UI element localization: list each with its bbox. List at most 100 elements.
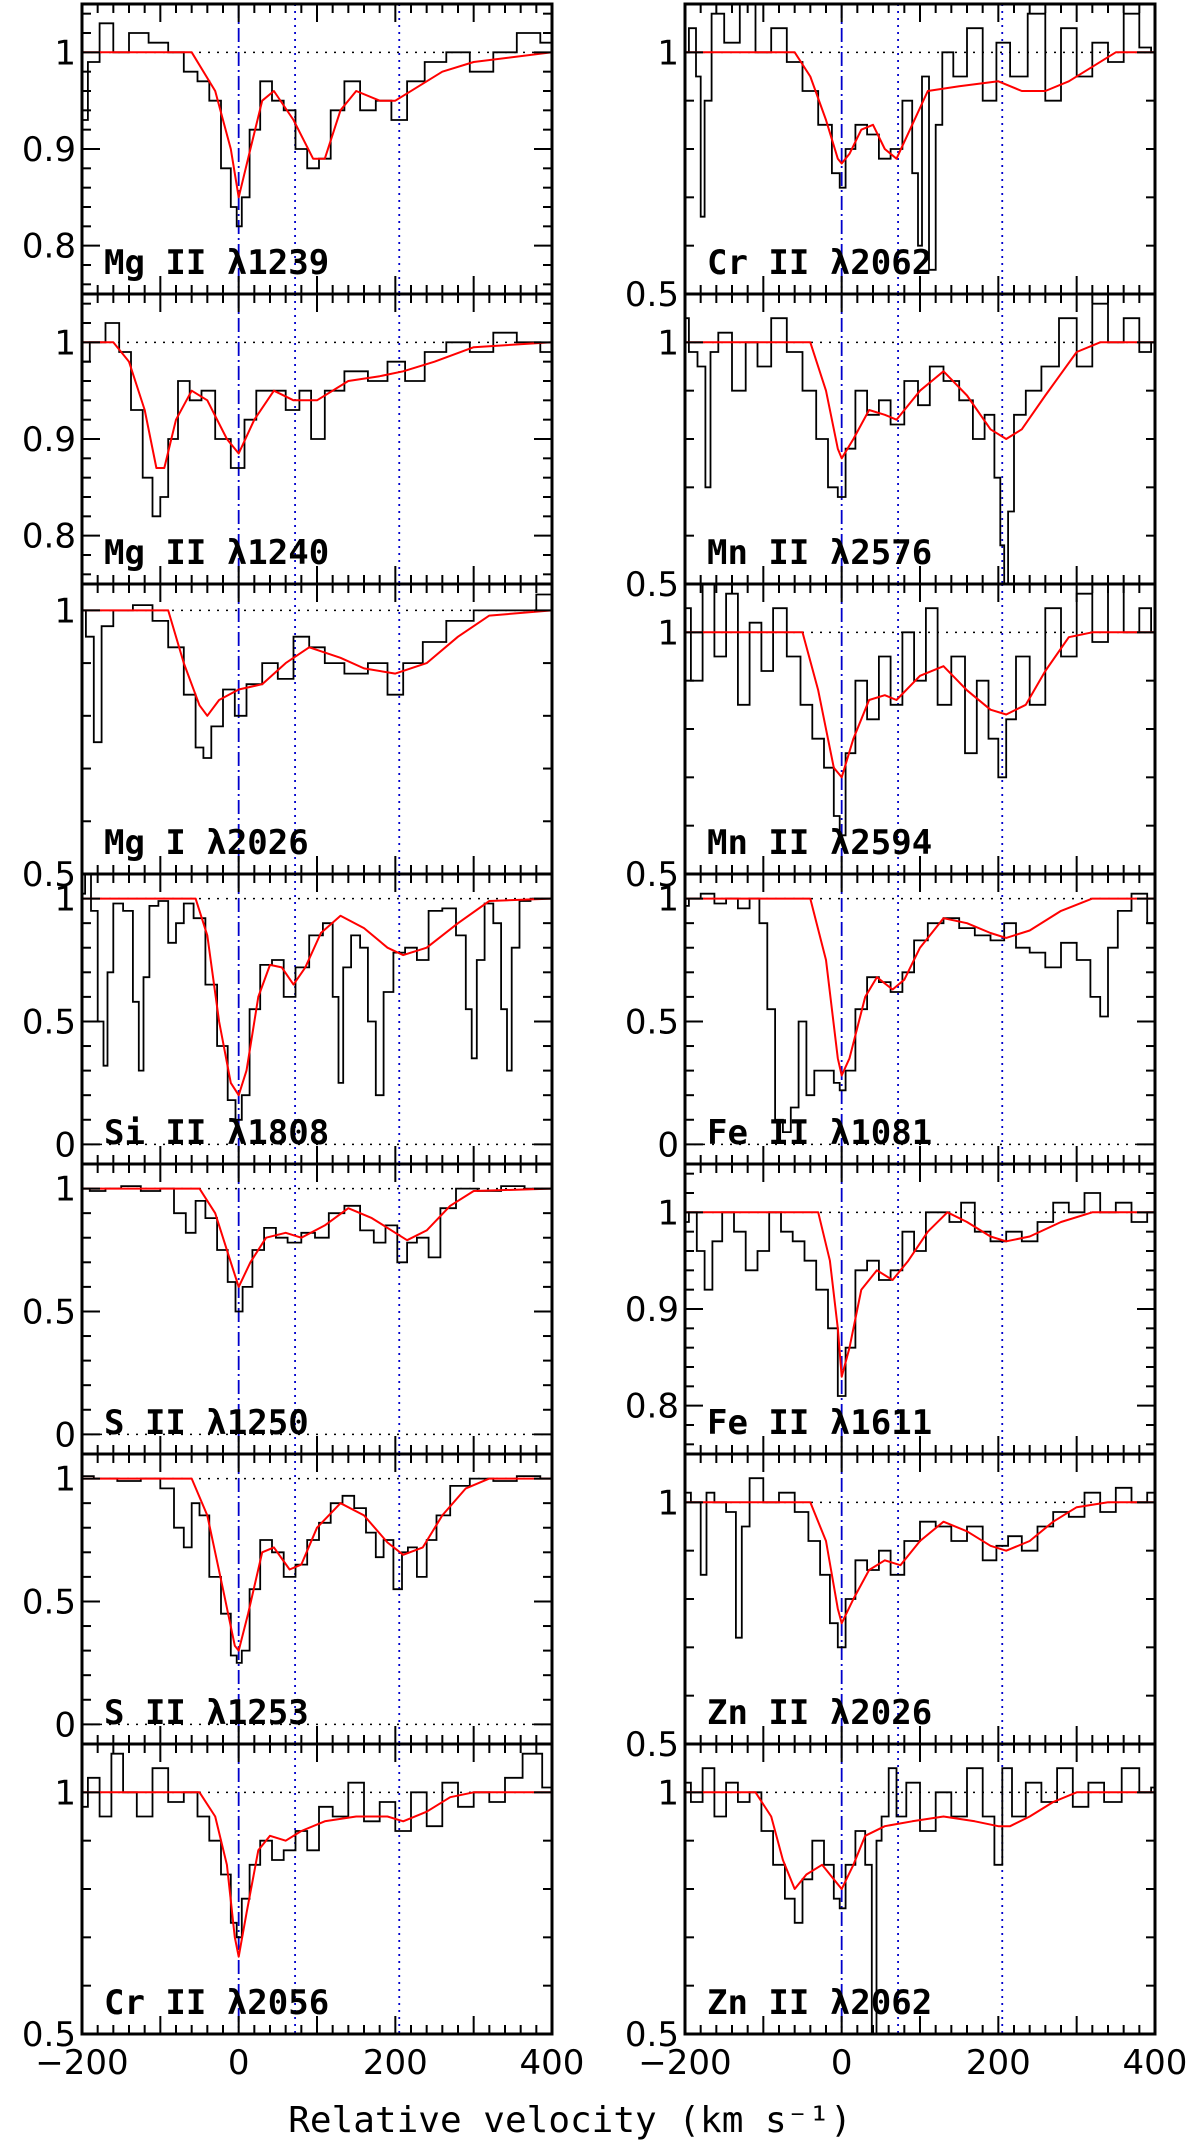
- y-tick-label: 1: [54, 1460, 76, 1500]
- panel-zn2-2062: 0.5 1 Zn II λ2062: [625, 1742, 1157, 2055]
- spectrum-mg2-1239: [82, 22, 552, 228]
- panel-mg1-2026: 0.5 1 Mg I λ2026: [22, 582, 554, 895]
- y-tick-label: 0: [54, 1125, 76, 1165]
- ion-label: Zn II λ2062: [707, 1983, 932, 2023]
- x-tick-label: 400: [520, 2043, 585, 2083]
- x-tick-label: −200: [35, 2043, 128, 2083]
- panel-mg2-1239: 0.8 0.9 1 Mg II λ1239: [22, 2, 554, 296]
- spectrum-mg2-1240: [82, 322, 552, 518]
- y-tick-label: 0.5: [625, 565, 679, 605]
- y-tick-label: 1: [657, 1193, 679, 1233]
- model-fit-mn2-2594: [685, 631, 1155, 779]
- y-tick-label: 0.5: [22, 2015, 76, 2055]
- y-tick-label: 1: [54, 1170, 76, 1210]
- panel-cr2-2056: 0.5 1 Cr II λ2056: [22, 1742, 554, 2055]
- ion-label: Zn II λ2026: [707, 1693, 932, 1733]
- plot-area: [82, 1454, 552, 1744]
- model-fit-fe2-1611: [685, 1211, 1155, 1378]
- panel-mn2-2576: 0.5 1 Mn II λ2576: [625, 292, 1157, 605]
- y-tick-label: 0.5: [625, 2015, 679, 2055]
- ion-label: Si II λ1808: [104, 1113, 329, 1153]
- x-tick-label: 0: [831, 2043, 853, 2083]
- model-fit-si2-1808: [82, 897, 552, 1097]
- y-tick-label: 1: [657, 1773, 679, 1813]
- y-tick-label: 1: [54, 1773, 76, 1813]
- spectrum-s2-1250: [82, 1185, 552, 1313]
- ion-label: Mn II λ2594: [707, 823, 932, 863]
- plot-area: [82, 584, 552, 874]
- x-tick-label: 0: [228, 2043, 250, 2083]
- y-tick-label: 1: [657, 323, 679, 363]
- panel-s2-1253: 0 0.5 1 S II λ1253: [22, 1452, 554, 1746]
- spectrum-mg1-2026: [82, 593, 552, 759]
- plot-area: [82, 1164, 552, 1454]
- ion-label: Cr II λ2062: [707, 243, 932, 283]
- panel-cr2-2062: 0.5 1 Cr II λ2062: [625, 2, 1157, 315]
- panel-s2-1250: 0 0.5 1 S II λ1250: [22, 1162, 554, 1456]
- plot-area: [82, 874, 552, 1164]
- y-tick-label: 0.5: [22, 1002, 76, 1042]
- y-tick-label: 0.9: [22, 130, 76, 170]
- y-tick-label: 0.5: [22, 1292, 76, 1332]
- y-tick-label: 1: [657, 613, 679, 653]
- x-axis: −200 0 200 400 −200 0 200 400: [35, 2043, 1187, 2083]
- panel-fe2-1081: 0 0.5 1 Fe II λ1081: [625, 872, 1157, 1166]
- y-tick-label: 0.5: [625, 1002, 679, 1042]
- spectrum-fe2-1081: [685, 892, 1155, 1133]
- model-fit-mg2-1239: [82, 51, 552, 199]
- y-tick-label: 0.5: [22, 1582, 76, 1622]
- plot-area: [685, 874, 1155, 1164]
- model-fit-zn2-2026: [685, 1501, 1155, 1625]
- model-fit-zn2-2062: [685, 1791, 1155, 1890]
- plot-area: [82, 4, 552, 294]
- model-fit-s2-1253: [82, 1477, 552, 1652]
- x-tick-label: 200: [966, 2043, 1031, 2083]
- y-tick-label: 0.8: [625, 1387, 679, 1427]
- spectrum-fe2-1611: [685, 1192, 1155, 1397]
- y-tick-label: 0.8: [22, 517, 76, 557]
- ion-label: Mn II λ2576: [707, 533, 932, 573]
- plot-area: [685, 294, 1155, 584]
- spectrum-cr2-2062: [685, 4, 1155, 271]
- y-tick-label: 0.5: [22, 855, 76, 895]
- ion-label: Cr II λ2056: [104, 1983, 329, 2023]
- y-tick-label: 1: [657, 1483, 679, 1523]
- plot-area: [82, 294, 552, 584]
- ion-label: Mg I λ2026: [104, 823, 309, 863]
- x-tick-label: −200: [638, 2043, 731, 2083]
- model-fit-cr2-2056: [82, 1791, 552, 1958]
- y-tick-label: 1: [54, 880, 76, 920]
- y-tick-label: 1: [657, 33, 679, 73]
- panel-mn2-2594: 0.5 1 Mn II λ2594: [625, 582, 1157, 895]
- ion-label: S II λ1250: [104, 1403, 309, 1443]
- y-tick-label: 0: [54, 1415, 76, 1455]
- panel-zn2-2026: 0.5 1 Zn II λ2026: [625, 1452, 1157, 1765]
- spectrum-mn2-2594: [685, 584, 1155, 837]
- y-tick-label: 0.9: [625, 1290, 679, 1330]
- ion-label: Fe II λ1081: [707, 1113, 932, 1153]
- panel-si2-1808: 0 0.5 1 Si II λ1808: [22, 872, 554, 1166]
- plot-area: [685, 1744, 1155, 2034]
- panel-fe2-1611: 0.8 0.9 1 Fe II λ1611: [625, 1162, 1157, 1456]
- panel-mg2-1240: 0.8 0.9 1 Mg II λ1240: [22, 292, 554, 586]
- model-fit-cr2-2062: [685, 51, 1155, 165]
- y-tick-label: 0.5: [625, 855, 679, 895]
- ion-label: Mg II λ1240: [104, 533, 329, 573]
- x-tick-label: 400: [1123, 2043, 1188, 2083]
- y-tick-label: 0: [54, 1705, 76, 1745]
- y-tick-label: 0.5: [625, 275, 679, 315]
- spectrum-cr2-2056: [82, 1752, 552, 1939]
- model-fit-s2-1250: [82, 1187, 552, 1288]
- plot-area: [685, 584, 1155, 874]
- plot-area: [685, 1454, 1155, 1744]
- y-tick-label: 0: [657, 1125, 679, 1165]
- spectrum-zn2-2026: [685, 1477, 1155, 1649]
- plot-area: [685, 4, 1155, 294]
- y-tick-label: 1: [54, 591, 76, 631]
- spectrum-si2-1808: [82, 874, 552, 1121]
- spectrum-s2-1253: [82, 1475, 552, 1664]
- x-tick-label: 200: [363, 2043, 428, 2083]
- ion-label: Mg II λ1239: [104, 243, 329, 283]
